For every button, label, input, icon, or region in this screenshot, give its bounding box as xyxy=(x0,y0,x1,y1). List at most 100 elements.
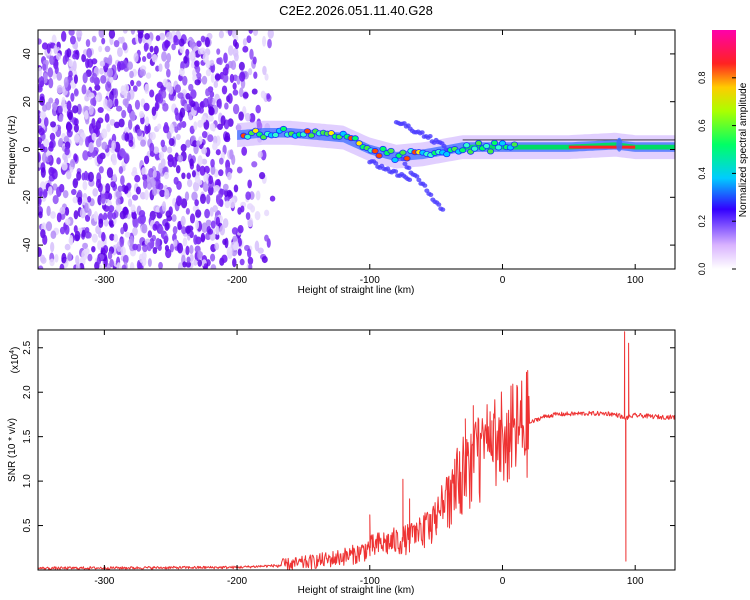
noise-point xyxy=(90,98,96,106)
noise-point xyxy=(63,136,70,144)
noise-point xyxy=(201,115,207,123)
noise-point xyxy=(121,109,127,119)
noise-point xyxy=(172,226,178,235)
noise-point xyxy=(107,210,113,221)
noise-point xyxy=(193,259,198,266)
noise-point xyxy=(152,223,158,231)
noise-point xyxy=(240,205,245,213)
noise-point xyxy=(108,54,113,66)
noise-point xyxy=(142,244,148,253)
noise-point xyxy=(218,30,224,39)
noise-point xyxy=(124,231,131,238)
noise-point xyxy=(134,174,141,183)
noise-point xyxy=(87,253,93,262)
noise-point xyxy=(67,123,72,134)
noise-point xyxy=(229,149,234,160)
noise-point xyxy=(56,157,61,165)
noise-point xyxy=(88,105,94,116)
branch-point xyxy=(402,161,408,167)
noise-point xyxy=(116,262,121,269)
noise-point xyxy=(124,98,129,108)
noise-point xyxy=(267,38,272,49)
noise-point xyxy=(38,211,43,219)
noise-point xyxy=(137,32,144,39)
noise-point xyxy=(201,131,208,139)
noise-point xyxy=(72,60,77,72)
noise-point xyxy=(132,217,139,229)
y-tick-label: 40 xyxy=(22,48,33,60)
noise-point xyxy=(124,132,130,142)
noise-point xyxy=(175,165,181,174)
branch-point xyxy=(407,177,413,183)
noise-point xyxy=(201,158,208,165)
noise-point xyxy=(129,261,135,269)
noise-point xyxy=(66,100,72,111)
noise-point xyxy=(84,110,89,120)
noise-point xyxy=(158,63,163,72)
colorbar-label: Normalized spectral amplitude xyxy=(738,82,749,217)
noise-point xyxy=(242,45,249,53)
noise-point xyxy=(169,123,174,134)
noise-point xyxy=(147,258,152,267)
noise-point xyxy=(232,89,239,96)
noise-point xyxy=(234,41,239,50)
noise-point xyxy=(227,251,233,259)
noise-point xyxy=(165,31,173,40)
noise-point xyxy=(122,254,129,264)
noise-point xyxy=(105,81,112,92)
noise-point xyxy=(210,264,217,269)
x-tick-label: -100 xyxy=(360,275,380,286)
noise-point xyxy=(130,30,136,35)
trace-blob xyxy=(403,155,411,162)
noise-point xyxy=(182,75,188,86)
noise-point xyxy=(120,36,125,45)
noise-point xyxy=(210,253,216,262)
noise-point xyxy=(155,35,161,42)
noise-point xyxy=(72,105,79,114)
noise-point xyxy=(189,158,194,167)
noise-point xyxy=(266,93,271,100)
noise-point xyxy=(153,146,160,155)
noise-point xyxy=(185,261,192,268)
x-tick-label: 100 xyxy=(627,275,644,286)
spectrogram-y-label: Frequency (Hz) xyxy=(7,116,18,185)
noise-point xyxy=(182,261,187,268)
noise-point xyxy=(166,52,172,63)
noise-point xyxy=(112,173,117,182)
noise-point xyxy=(76,103,82,115)
noise-point xyxy=(61,252,67,264)
noise-point xyxy=(39,254,46,263)
noise-point xyxy=(180,143,187,152)
noise-point xyxy=(142,178,148,190)
noise-point xyxy=(230,60,237,71)
noise-point xyxy=(162,102,169,112)
noise-point xyxy=(151,53,158,63)
noise-point xyxy=(93,210,99,222)
snr-scale-label: (x104) xyxy=(9,347,21,374)
noise-point xyxy=(61,30,67,42)
noise-point xyxy=(38,75,45,86)
noise-point xyxy=(118,166,124,174)
noise-point xyxy=(212,135,218,145)
noise-point xyxy=(85,39,91,47)
noise-point xyxy=(73,225,78,234)
trace-blob xyxy=(371,148,379,155)
noise-point xyxy=(139,69,146,77)
noise-point xyxy=(58,113,64,123)
noise-point xyxy=(103,98,109,110)
noise-point xyxy=(172,156,177,168)
noise-point xyxy=(258,171,266,180)
noise-point xyxy=(248,67,253,76)
noise-point xyxy=(72,53,78,60)
noise-point xyxy=(175,112,180,121)
figure-title: C2E2.2026.051.11.40.G28 xyxy=(279,3,433,18)
noise-point xyxy=(141,167,147,176)
noise-point xyxy=(189,253,194,263)
branch-point xyxy=(414,174,420,179)
x-tick-label: -300 xyxy=(94,275,114,286)
trace-blob xyxy=(471,145,479,152)
noise-point xyxy=(49,132,56,141)
noise-point xyxy=(98,30,105,39)
noise-point xyxy=(189,125,195,135)
x-tick-label: 0 xyxy=(500,275,506,286)
